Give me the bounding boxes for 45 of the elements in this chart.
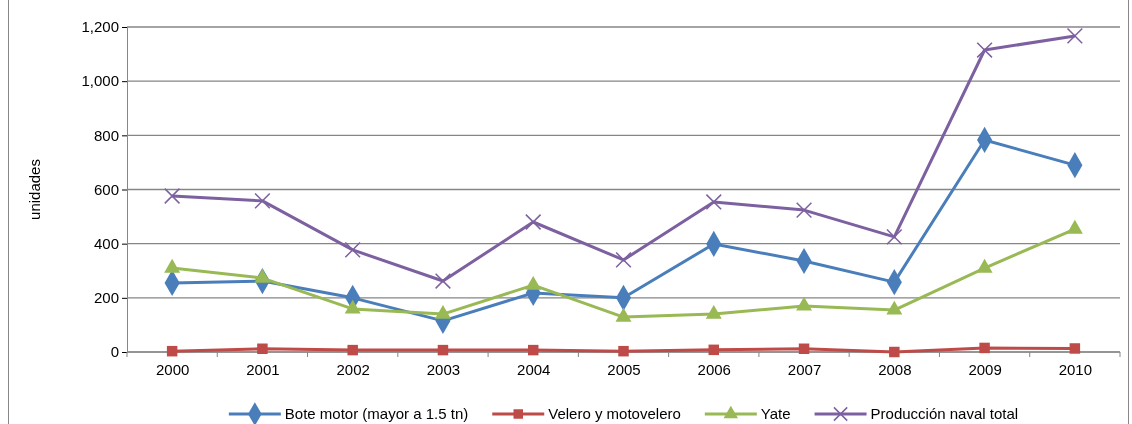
- y-tick-label: 0: [110, 343, 119, 361]
- y-tick-label: 600: [93, 180, 119, 198]
- legend-label: Producción naval total: [870, 405, 1019, 423]
- y-tick-label: 400: [93, 234, 119, 252]
- point: [437, 344, 449, 356]
- x-tick-label: 2003: [426, 360, 461, 378]
- point: [705, 193, 722, 211]
- y-tick-label: 1,200: [81, 18, 119, 36]
- x-tick-label: 2010: [1058, 360, 1093, 378]
- point: [257, 343, 268, 354]
- legend-label: Yate: [760, 405, 791, 423]
- x-tick-label: 2001: [246, 360, 280, 378]
- y-tick-label: 800: [93, 126, 119, 144]
- x-tick-label: 2000: [155, 360, 190, 378]
- point: [1069, 343, 1081, 354]
- legend-label: Bote motor (mayor a 1.5 tn): [284, 405, 469, 423]
- point: [254, 192, 271, 209]
- point: [344, 241, 361, 258]
- point: [708, 344, 720, 356]
- point: [166, 345, 178, 357]
- point: [795, 201, 813, 219]
- point: [618, 345, 629, 357]
- point: [347, 344, 358, 356]
- legend-label: Velero y motovelero: [548, 405, 681, 423]
- x-tick-label: 2009: [968, 360, 1002, 378]
- x-tick-label: 2008: [878, 360, 912, 378]
- x-tick-label: 2002: [336, 360, 370, 378]
- point: [889, 346, 900, 358]
- point: [434, 272, 452, 290]
- point: [164, 187, 181, 205]
- point: [976, 41, 993, 59]
- point: [798, 343, 810, 354]
- point: [615, 251, 632, 269]
- point: [886, 228, 903, 245]
- point: [1066, 27, 1083, 45]
- x-tick-label: 2007: [787, 360, 822, 378]
- x-tick-label: 2005: [607, 360, 641, 378]
- point: [979, 342, 990, 354]
- y-tick-label: 1,000: [81, 72, 119, 90]
- x-tick-label: 2004: [517, 360, 551, 378]
- y-axis-title: unidades: [26, 159, 43, 220]
- point: [527, 344, 539, 356]
- point: [525, 213, 542, 231]
- y-tick-label: 200: [93, 289, 119, 307]
- x-tick-label: 2006: [697, 360, 731, 378]
